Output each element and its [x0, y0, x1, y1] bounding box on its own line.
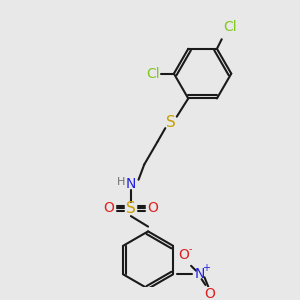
Text: H: H [117, 177, 125, 187]
Text: Cl: Cl [224, 20, 237, 34]
Text: +: + [202, 263, 210, 273]
Text: O: O [103, 201, 114, 215]
Text: -: - [188, 244, 192, 255]
Text: O: O [204, 287, 215, 300]
Text: N: N [194, 267, 205, 281]
Text: O: O [147, 201, 158, 215]
Text: S: S [126, 201, 136, 216]
Text: N: N [126, 177, 136, 190]
Text: Cl: Cl [146, 67, 160, 81]
Text: S: S [166, 115, 176, 130]
Text: O: O [178, 248, 189, 262]
